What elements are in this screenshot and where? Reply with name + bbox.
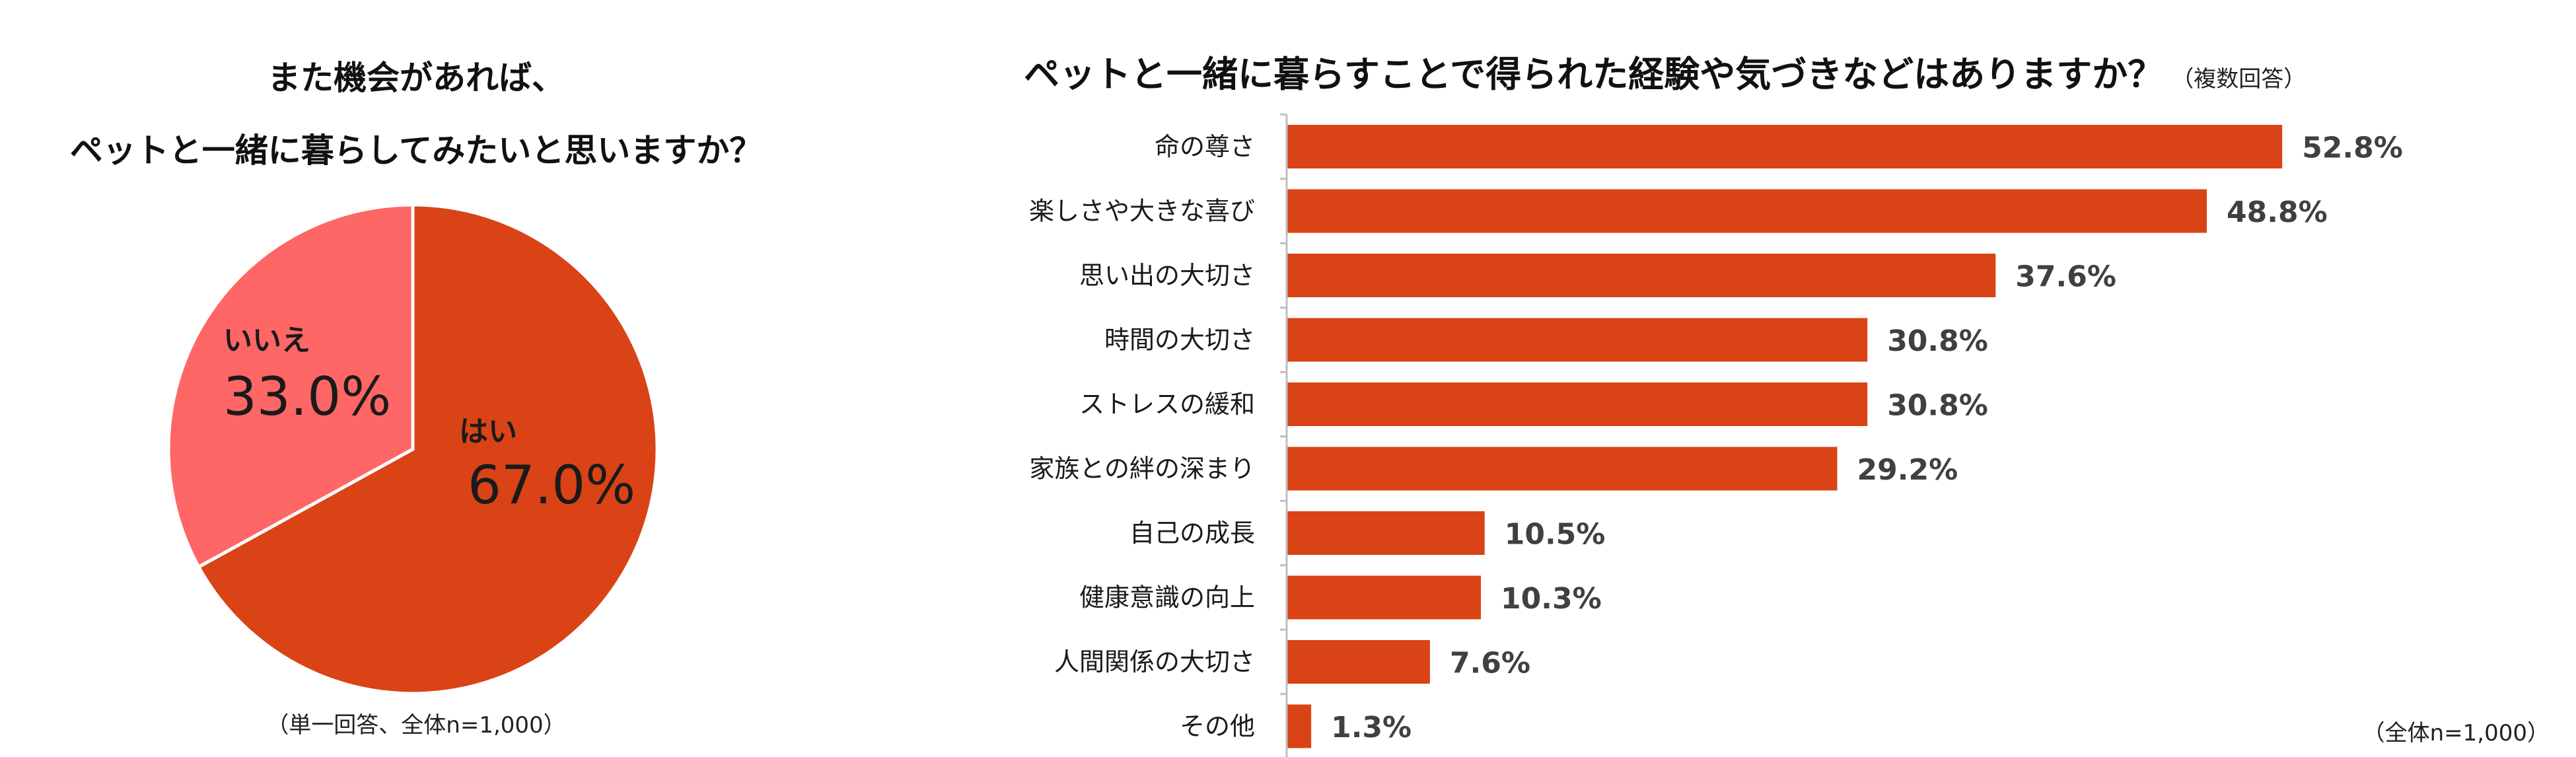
data-label: 29.2% xyxy=(1857,453,1958,487)
bar xyxy=(1287,125,2283,168)
category-label: 命の尊さ xyxy=(1155,132,1255,161)
data-label: 30.8% xyxy=(1887,324,1988,358)
bar xyxy=(1287,640,1430,684)
pie-slice-yes xyxy=(196,203,659,696)
data-label: 37.6% xyxy=(2015,260,2116,294)
bar xyxy=(1287,511,1485,555)
data-label: 48.8% xyxy=(2227,196,2328,229)
bar-chart-panel: ペットと一緒に暮らすことで得られた経験や気づきなどはありますか？ （複数回答） 命… xyxy=(938,0,2576,757)
category-label: 家族との絆の深まり xyxy=(1029,454,1255,484)
data-label: 10.3% xyxy=(1501,582,1602,616)
category-label: 健康意識の向上 xyxy=(1079,583,1255,612)
bar xyxy=(1287,704,1312,748)
pie-sample-note: （単一回答、全体n=1,000） xyxy=(266,712,566,739)
bar-title-note: （複数回答） xyxy=(2171,66,2307,92)
data-label: 7.6% xyxy=(1450,647,1530,680)
bar xyxy=(1287,447,1838,491)
pie-chart: はい 67.0% いいえ 33.0% xyxy=(166,203,659,696)
pie-value-yes: 67.0% xyxy=(468,454,635,516)
category-label: 自己の成長 xyxy=(1129,519,1255,548)
pie-chart-panel: また機会があれば、 ペットと一緒に暮らしてみたいと思いますか？ はい 67.0% い… xyxy=(0,0,832,757)
category-label: 人間関係の大切さ xyxy=(1054,647,1255,676)
bar xyxy=(1287,575,1481,620)
pie-title-line-1: また機会があれば、 xyxy=(268,59,565,97)
pie-label-yes: はい xyxy=(459,415,517,449)
bar-sample-note: （全体n=1,000） xyxy=(2362,720,2550,746)
data-label: 10.5% xyxy=(1505,518,1606,552)
bar xyxy=(1287,189,2207,233)
bar-chart-title: ペットと一緒に暮らすことで得られた経験や気づきなどはありますか？ xyxy=(1024,54,2164,95)
category-label: 楽しさや大きな喜び xyxy=(1029,197,1255,226)
category-label: その他 xyxy=(1180,712,1255,741)
bar xyxy=(1287,318,1868,362)
pie-label-no: いいえ xyxy=(223,324,310,357)
category-label: 時間の大切さ xyxy=(1104,326,1255,355)
category-label: 思い出の大切さ xyxy=(1079,261,1255,290)
pie-slice-no xyxy=(166,203,415,569)
bar-chart: 命の尊さ 52.8% 楽しさや大きな喜び 48.8% 思い出の大切さ 37.6% 時間の大切… xyxy=(1029,113,2403,757)
category-label: ストレスの緩和 xyxy=(1079,390,1255,419)
bar-title-block: ペットと一緒に暮らすことで得られた経験や気づきなどはありますか？ （複数回答） xyxy=(1024,45,2306,97)
data-label: 30.8% xyxy=(1887,389,1988,423)
pie-title-line-2: ペットと一緒に暮らしてみたいと思いますか？ xyxy=(69,131,763,170)
data-label: 52.8% xyxy=(2302,131,2403,165)
data-label: 1.3% xyxy=(1331,711,1412,744)
pie-value-no: 33.0% xyxy=(223,366,391,427)
bar xyxy=(1287,382,1868,426)
bar xyxy=(1287,254,1996,297)
